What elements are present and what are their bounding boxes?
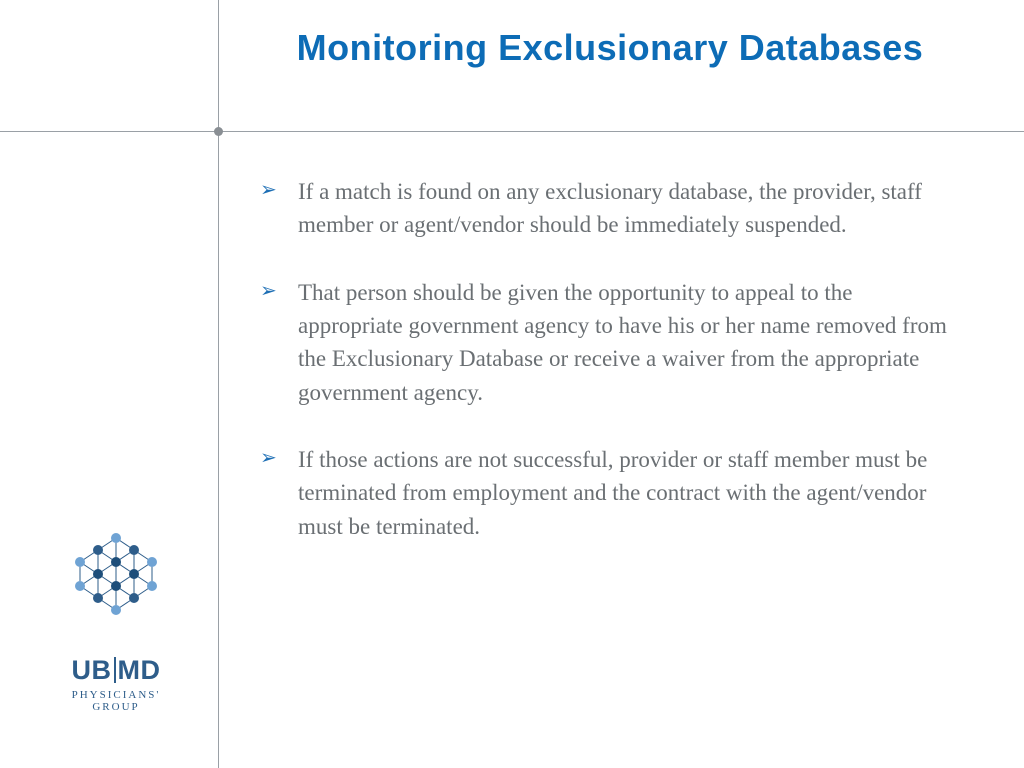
bullet-text: If a match is found on any exclusionary …: [298, 175, 960, 242]
list-item: ➢ That person should be given the opport…: [260, 276, 960, 409]
crosshair-dot-icon: [214, 127, 223, 136]
bullet-text: If those actions are not successful, pro…: [298, 443, 960, 543]
list-item: ➢ If a match is found on any exclusionar…: [260, 175, 960, 242]
logo-text-secondary: Physicians' Group: [46, 689, 186, 713]
logo-text-primary: UBMD: [46, 655, 186, 686]
chevron-right-icon: ➢: [260, 175, 298, 242]
logo-text-left: UB: [72, 655, 112, 685]
vertical-divider: [218, 0, 219, 768]
bullet-list: ➢ If a match is found on any exclusionar…: [260, 175, 960, 577]
logo-text-right: MD: [118, 655, 161, 685]
list-item: ➢ If those actions are not successful, p…: [260, 443, 960, 543]
logo-separator-icon: [114, 657, 116, 683]
logo-network-icon: [61, 530, 171, 640]
horizontal-divider: [0, 131, 1024, 132]
chevron-right-icon: ➢: [260, 443, 298, 543]
bullet-text: That person should be given the opportun…: [298, 276, 960, 409]
chevron-right-icon: ➢: [260, 276, 298, 409]
brand-logo: UBMD Physicians' Group: [46, 530, 186, 713]
page-title: Monitoring Exclusionary Databases: [240, 25, 980, 70]
